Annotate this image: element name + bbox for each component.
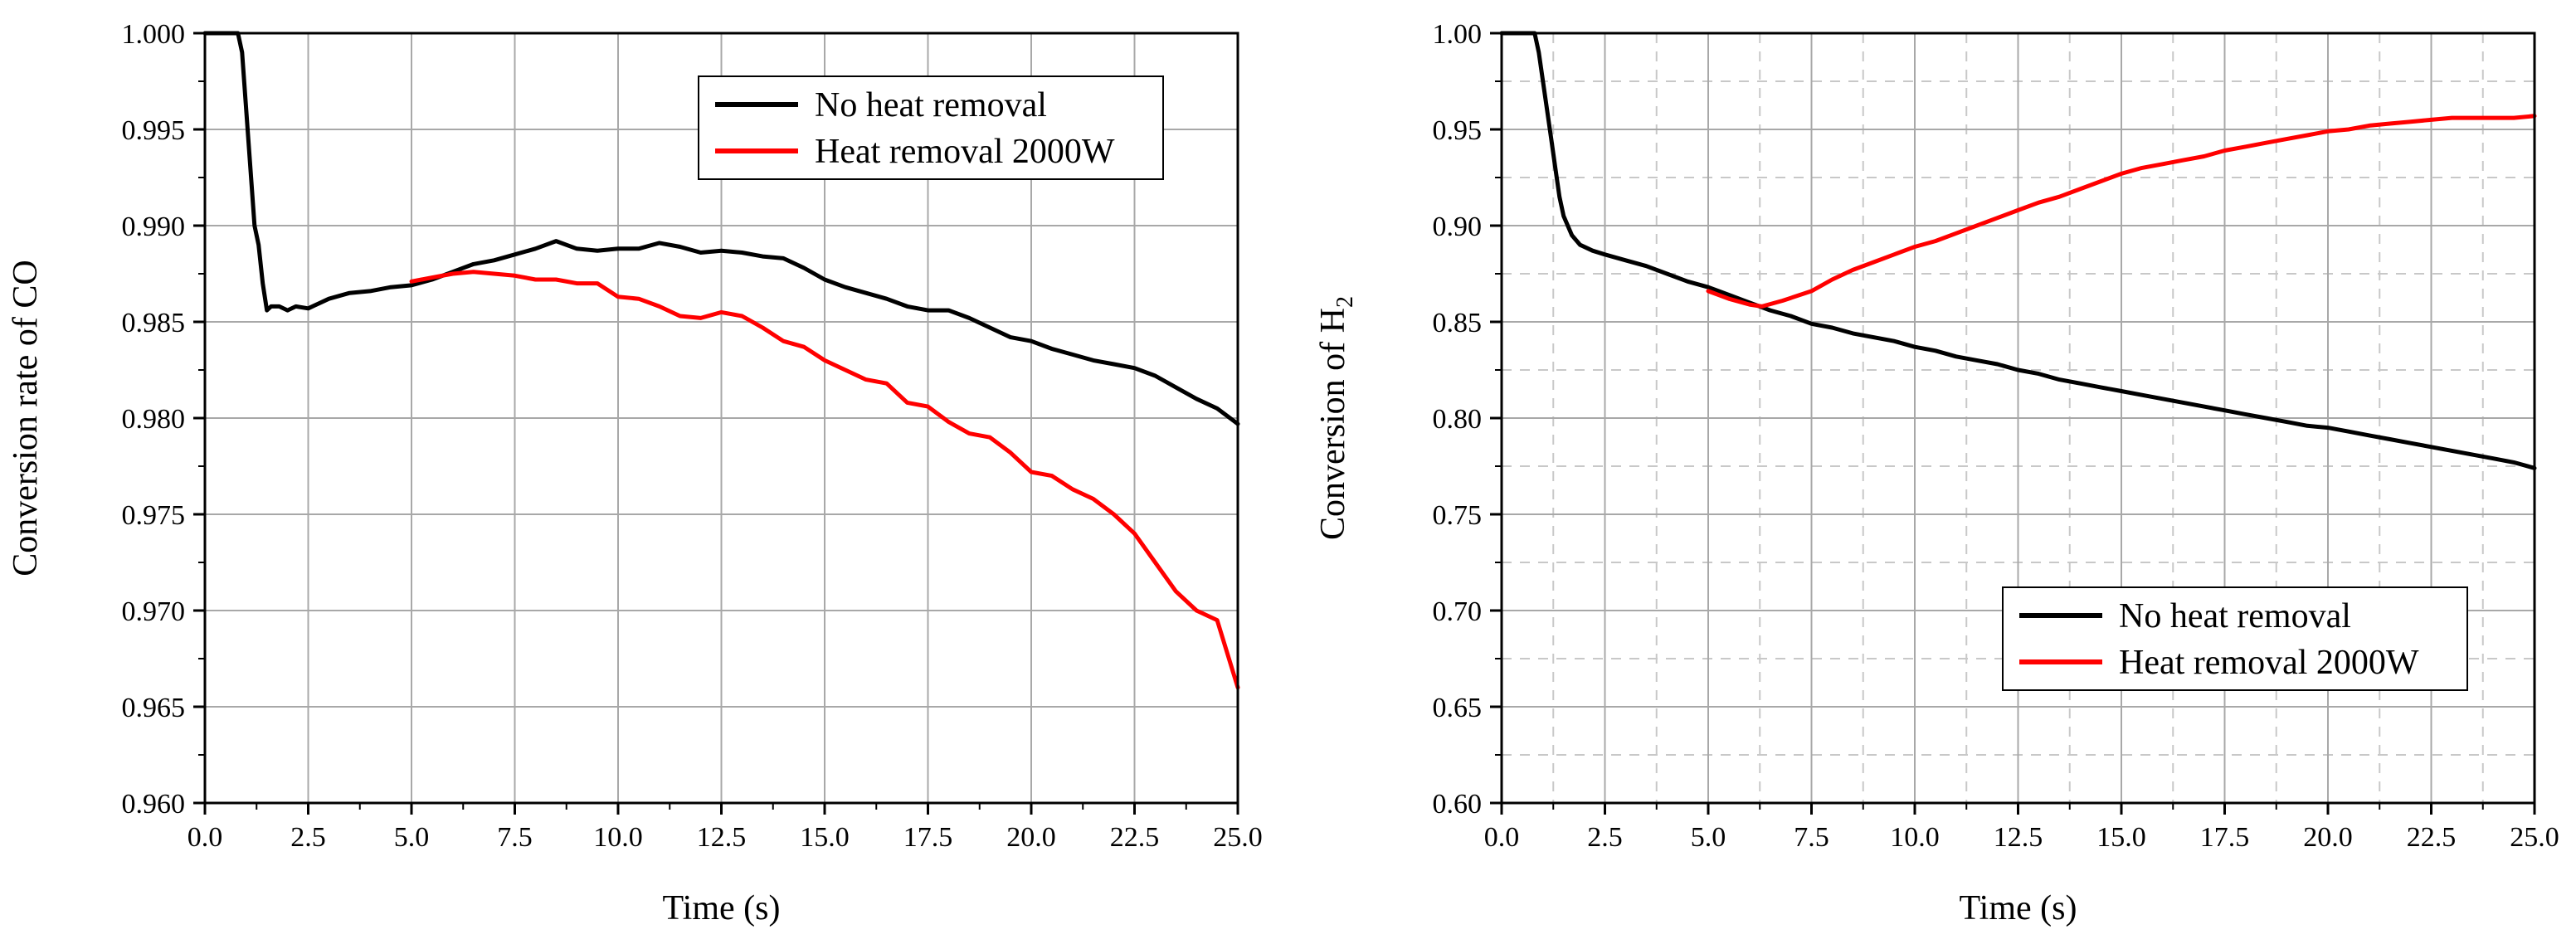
x-tick-label: 5.0	[1691, 822, 1726, 853]
series-line-no-heat-removal	[1499, 31, 2537, 470]
x-tick-label: 0.0	[1484, 822, 1520, 853]
x-axis-title: Time (s)	[1960, 889, 2077, 927]
x-tick-label: 2.5	[290, 822, 326, 853]
x-tick-label: 22.5	[1110, 822, 1160, 853]
y-tick-label: 0.970	[122, 596, 186, 627]
legend: No heat removal Heat removal 2000W	[2002, 586, 2468, 691]
y-tick-label: 0.75	[1433, 500, 1483, 531]
x-tick-label: 17.5	[903, 822, 953, 853]
h2-conversion-chart: 0.0 2.5 5.0 7.5 10.0 12.5 15.0 17.5 20.0 22.5 25.0…	[1314, 19, 2559, 927]
y-tick-label: 0.965	[122, 693, 186, 723]
x-tick-label: 10.0	[1890, 822, 1940, 853]
y-tick-label: 0.90	[1433, 212, 1483, 242]
x-tick-label: 25.0	[1213, 822, 1263, 853]
x-tick-label: 20.0	[2303, 822, 2353, 853]
legend-box	[2002, 586, 2468, 691]
x-tick-label: 17.5	[2200, 822, 2250, 853]
legend-label-heat-removal-2000w: Heat removal 2000W	[2119, 644, 2419, 682]
x-tick-label: 5.0	[394, 822, 430, 853]
x-axis-title: Time (s)	[663, 889, 781, 927]
series-line-heat-removal-2000w	[409, 270, 1240, 690]
x-tick-label: 22.5	[2407, 822, 2457, 853]
x-tick-label: 12.5	[1994, 822, 2043, 853]
legend-label-no-heat-removal: No heat removal	[2119, 597, 2351, 635]
y-tick-label: 0.990	[122, 212, 186, 242]
co-conversion-chart: 0.0 2.5 5.0 7.5 10.0 12.5 15.0 17.5 20.0 22.5 25.0…	[7, 19, 1263, 927]
y-tick-label: 0.65	[1433, 693, 1483, 723]
y-tick-label: 0.995	[122, 115, 186, 146]
x-tick-label: 25.0	[2510, 822, 2559, 853]
series-line-heat-removal-2000w	[1706, 114, 2537, 309]
legend-label-no-heat-removal: No heat removal	[815, 86, 1047, 124]
y-tick-label: 0.985	[122, 308, 186, 338]
y-tick-label: 0.85	[1433, 308, 1483, 338]
y-tick-label: 0.980	[122, 404, 186, 435]
x-tick-label: 20.0	[1006, 822, 1056, 853]
legend-label-heat-removal-2000w: Heat removal 2000W	[815, 133, 1115, 171]
y-tick-label: 0.60	[1433, 789, 1483, 820]
legend-box	[698, 75, 1164, 180]
y-tick-label: 0.80	[1433, 404, 1483, 435]
y-axis-title-text: Conversion of H	[1314, 308, 1352, 540]
x-tick-label: 7.5	[497, 822, 533, 853]
y-axis-title-text: Conversion rate of CO	[7, 260, 45, 576]
y-tick-label: 0.960	[122, 789, 186, 820]
y-tick-label: 1.00	[1433, 19, 1483, 50]
x-tick-label: 7.5	[1794, 822, 1829, 853]
series-line-no-heat-removal	[202, 31, 1240, 426]
y-tick-label: 0.95	[1433, 115, 1483, 146]
y-axis-title: Conversion rate of CO	[7, 260, 45, 576]
y-axis-title-subscript: 2	[1332, 296, 1358, 308]
y-tick-label: 0.975	[122, 500, 186, 531]
x-tick-label: 12.5	[697, 822, 747, 853]
x-tick-label: 0.0	[187, 822, 223, 853]
x-tick-label: 15.0	[2096, 822, 2146, 853]
y-axis-title: Conversion of H2	[1314, 296, 1358, 540]
y-tick-label: 0.70	[1433, 596, 1483, 627]
y-tick-label: 1.000	[122, 19, 186, 50]
legend: No heat removal Heat removal 2000W	[698, 75, 1164, 180]
x-tick-label: 2.5	[1587, 822, 1623, 853]
x-tick-label: 10.0	[593, 822, 643, 853]
x-tick-label: 15.0	[800, 822, 850, 853]
